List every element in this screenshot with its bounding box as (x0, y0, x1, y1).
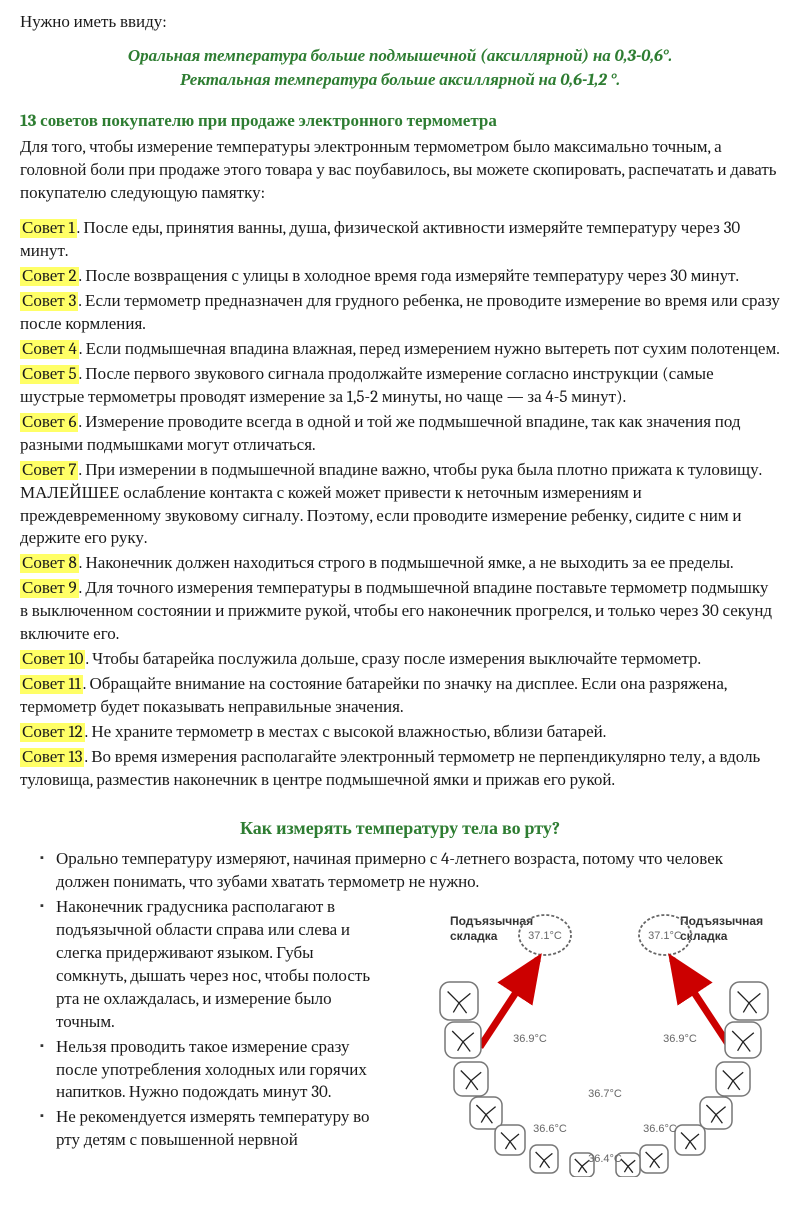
list-item: Наконечник градусника располагают в подъ… (40, 897, 780, 1035)
list-item: Нельзя проводить такое измерение сразу п… (40, 1037, 780, 1106)
tip-label: Совет 6 (20, 413, 78, 432)
tip-item: Совет 2. После возвращения с улицы в хол… (20, 266, 780, 289)
tip-label: Совет 2 (20, 267, 79, 286)
tip-label: Совет 4 (20, 340, 79, 359)
tips-list: Совет 1. После еды, принятия ванны, душа… (20, 218, 780, 793)
tip-item: Совет 11. Обращайте внимание на состояни… (20, 674, 780, 720)
tip-label: Совет 12 (20, 723, 85, 742)
tip-item: Совет 12. Не храните термометр в местах … (20, 722, 780, 745)
tip-label: Совет 5 (20, 365, 79, 384)
tip-item: Совет 5. После первого звукового сигнала… (20, 364, 780, 410)
tip-item: Совет 9. Для точного измерения температу… (20, 578, 780, 647)
temp-6: 36.4°C (588, 1153, 622, 1165)
tip-label: Совет 8 (20, 554, 79, 573)
tip-label: Совет 13 (20, 748, 84, 767)
tip-item: Совет 6. Измерение проводите всегда в од… (20, 412, 780, 458)
section-title: 13 советов покупателю при продаже электр… (20, 111, 780, 134)
tip-item: Совет 13. Во время измерения располагайт… (20, 747, 780, 793)
tip-label: Совет 3 (20, 292, 78, 311)
oral-section: Орально температуру измеряют, начиная пр… (20, 849, 780, 1185)
oral-list: Орально температуру измеряют, начиная пр… (20, 849, 780, 895)
tip-label: Совет 9 (20, 579, 79, 598)
list-item: Не рекомендуется измерять температуру во… (40, 1107, 780, 1153)
tip-label: Совет 11 (20, 675, 83, 694)
tip-label: Совет 1 (20, 219, 77, 238)
tip-label: Совет 7 (20, 461, 78, 480)
callout-line-2: Ректальная температура больше аксиллярно… (180, 71, 620, 90)
section-intro: Для того, чтобы измерение температуры эл… (20, 137, 780, 206)
tip-item: Совет 7. При измерении в подмышечной впа… (20, 460, 780, 552)
tip-item: Совет 10. Чтобы батарейка послужила доль… (20, 649, 780, 672)
tip-label: Совет 10 (20, 650, 85, 669)
tip-item: Совет 1. После еды, принятия ванны, душа… (20, 218, 780, 264)
callout-box: Оральная температура больше подмышечной … (20, 45, 780, 93)
tip-item: Совет 3. Если термометр предназначен для… (20, 291, 780, 337)
intro-text: Нужно иметь ввиду: (20, 12, 780, 35)
oral-section-title: Как измерять температуру тела во рту? (20, 817, 780, 841)
callout-line-1: Оральная температура больше подмышечной … (128, 47, 672, 66)
tip-item: Совет 4. Если подмышечная впадина влажна… (20, 339, 780, 362)
list-item: Орально температуру измеряют, начиная пр… (40, 849, 780, 895)
oral-list-2: Наконечник градусника располагают в подъ… (20, 897, 780, 1153)
tip-item: Совет 8. Наконечник должен находиться ст… (20, 553, 780, 576)
